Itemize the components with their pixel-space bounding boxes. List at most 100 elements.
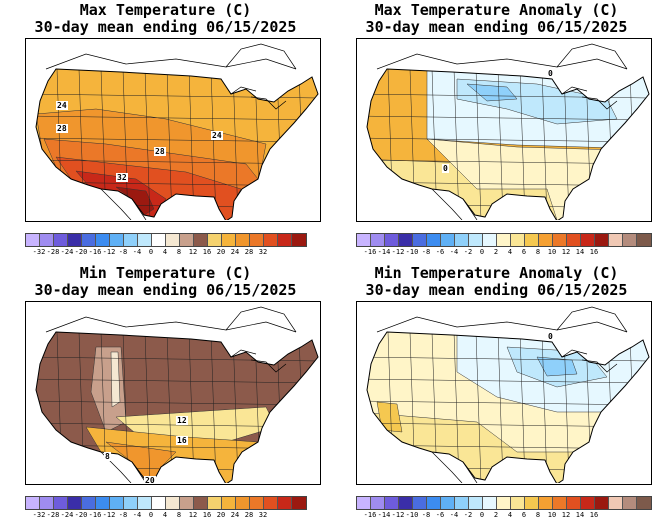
panel-title: Min Temperature Anomaly (C) [374, 264, 619, 282]
colorbar-tick-label: -4 [132, 248, 142, 256]
colorbar-tick-label: -2 [463, 248, 473, 256]
colorbar [25, 233, 307, 247]
boundary-line [431, 451, 463, 483]
colorbar-swatch [567, 497, 581, 509]
colorbar-tick-label: -12 [102, 511, 116, 519]
boundary-line [561, 349, 618, 373]
colorbar-tick-label: 32 [258, 511, 268, 519]
colorbar-swatch [278, 234, 292, 246]
colorbar-tick-label: -24 [60, 511, 74, 519]
colorbar-tick-label: -4 [449, 511, 459, 519]
colorbar-swatch [385, 234, 399, 246]
colorbar-swatch [26, 497, 40, 509]
colorbar-swatch [82, 234, 96, 246]
us-outline [366, 331, 650, 483]
colorbar-swatch [497, 497, 511, 509]
colorbar-tick-label: 16 [589, 248, 599, 256]
colorbar-tick-label: -16 [363, 248, 377, 256]
colorbar-tick-label: 8 [535, 248, 541, 256]
colorbar-tick-label: -6 [435, 511, 445, 519]
colorbar-tick-label: -16 [363, 511, 377, 519]
colorbar-tick-label: 14 [575, 511, 585, 519]
colorbar-swatch [581, 234, 595, 246]
colorbar-tick-label: 28 [244, 248, 254, 256]
colorbar-tick-label: 10 [547, 511, 557, 519]
colorbar-swatch [138, 497, 152, 509]
panel-subtitle: 30-day mean ending 06/15/2025 [365, 281, 628, 299]
colorbar-swatch [385, 497, 399, 509]
colorbar-swatch [357, 234, 371, 246]
colorbar [25, 496, 307, 510]
colorbar-swatch [82, 497, 96, 509]
colorbar-swatch [292, 234, 306, 246]
colorbar-swatch [399, 497, 413, 509]
colorbar-tick-label: 12 [561, 511, 571, 519]
map-svg [35, 43, 319, 220]
colorbar-tick-label: -32 [32, 248, 46, 256]
colorbar-tick-label: -14 [377, 248, 391, 256]
colorbar-tick-label: -16 [88, 248, 102, 256]
colorbar-swatch [26, 234, 40, 246]
colorbar-tick-label: -12 [391, 248, 405, 256]
colorbar-tick-label: 4 [507, 248, 513, 256]
colorbar-tick-label: 2 [493, 511, 499, 519]
colorbar-tick-label: -28 [46, 511, 60, 519]
colorbar-tick-label: -4 [132, 511, 142, 519]
colorbar-swatch [208, 497, 222, 509]
colorbar-tick-label: 0 [479, 511, 485, 519]
panel-subtitle: 30-day mean ending 06/15/2025 [34, 18, 297, 36]
colorbar-swatch [539, 234, 553, 246]
colorbar-swatch [222, 234, 236, 246]
colorbar-swatch [222, 497, 236, 509]
colorbar-swatch [54, 497, 68, 509]
colorbar-swatch [539, 497, 553, 509]
colorbar-tick-label: 16 [202, 511, 212, 519]
contour-label: 0 [442, 164, 449, 173]
colorbar [356, 496, 652, 510]
boundary-line [431, 188, 463, 220]
contour-label: 24 [211, 131, 223, 140]
colorbar-tick-label: -10 [405, 248, 419, 256]
contour-label: 12 [176, 416, 188, 425]
colorbar-swatch [40, 497, 54, 509]
colorbar-swatch [180, 497, 194, 509]
colorbar-swatch [455, 234, 469, 246]
colorbar-swatch [138, 234, 152, 246]
colorbar-tick-label: 12 [188, 511, 198, 519]
colorbar-swatch [357, 497, 371, 509]
panel-subtitle: 30-day mean ending 06/15/2025 [34, 281, 297, 299]
colorbar-swatch [483, 234, 497, 246]
colorbar-swatch [278, 497, 292, 509]
boundary-line [556, 306, 628, 333]
colorbar-tick-label: 6 [521, 248, 527, 256]
panel-title: Max Temperature (C) [79, 1, 252, 19]
colorbar-ticks: -32 -28 -24 -20 -16 -12 -8 -4 0 4 8 12 16 20 24 28 32 [25, 511, 321, 521]
colorbar-swatch [511, 234, 525, 246]
colorbar-swatch [637, 234, 651, 246]
us-outline [35, 331, 319, 483]
colorbar-tick-label: 0 [148, 511, 154, 519]
colorbar-swatch [455, 497, 469, 509]
colorbar-ticks: -16 -14 -12 -10 -8 -6 -4 -2 0 2 4 6 8 10 12 14 16 [356, 511, 652, 521]
colorbar-swatch [68, 234, 82, 246]
colorbar-swatch [609, 497, 623, 509]
colorbar-tick-label: 2 [493, 248, 499, 256]
colorbar-swatch [623, 497, 637, 509]
boundary-line [100, 188, 132, 220]
colorbar-swatch [399, 234, 413, 246]
boundary-line [556, 43, 628, 70]
colorbar-tick-label: -20 [74, 248, 88, 256]
colorbar-swatch [553, 497, 567, 509]
colorbar-swatch [250, 497, 264, 509]
colorbar-tick-label: 16 [202, 248, 212, 256]
colorbar-tick-label: 4 [162, 248, 168, 256]
colorbar-swatch [525, 497, 539, 509]
colorbar-swatch [264, 234, 278, 246]
colorbar-swatch [567, 234, 581, 246]
colorbar-swatch [236, 234, 250, 246]
contour-label: 28 [56, 124, 68, 133]
contour-label: 8 [104, 452, 111, 461]
colorbar-swatch [152, 497, 166, 509]
colorbar-swatch [623, 234, 637, 246]
panel-title: Max Temperature Anomaly (C) [374, 1, 619, 19]
